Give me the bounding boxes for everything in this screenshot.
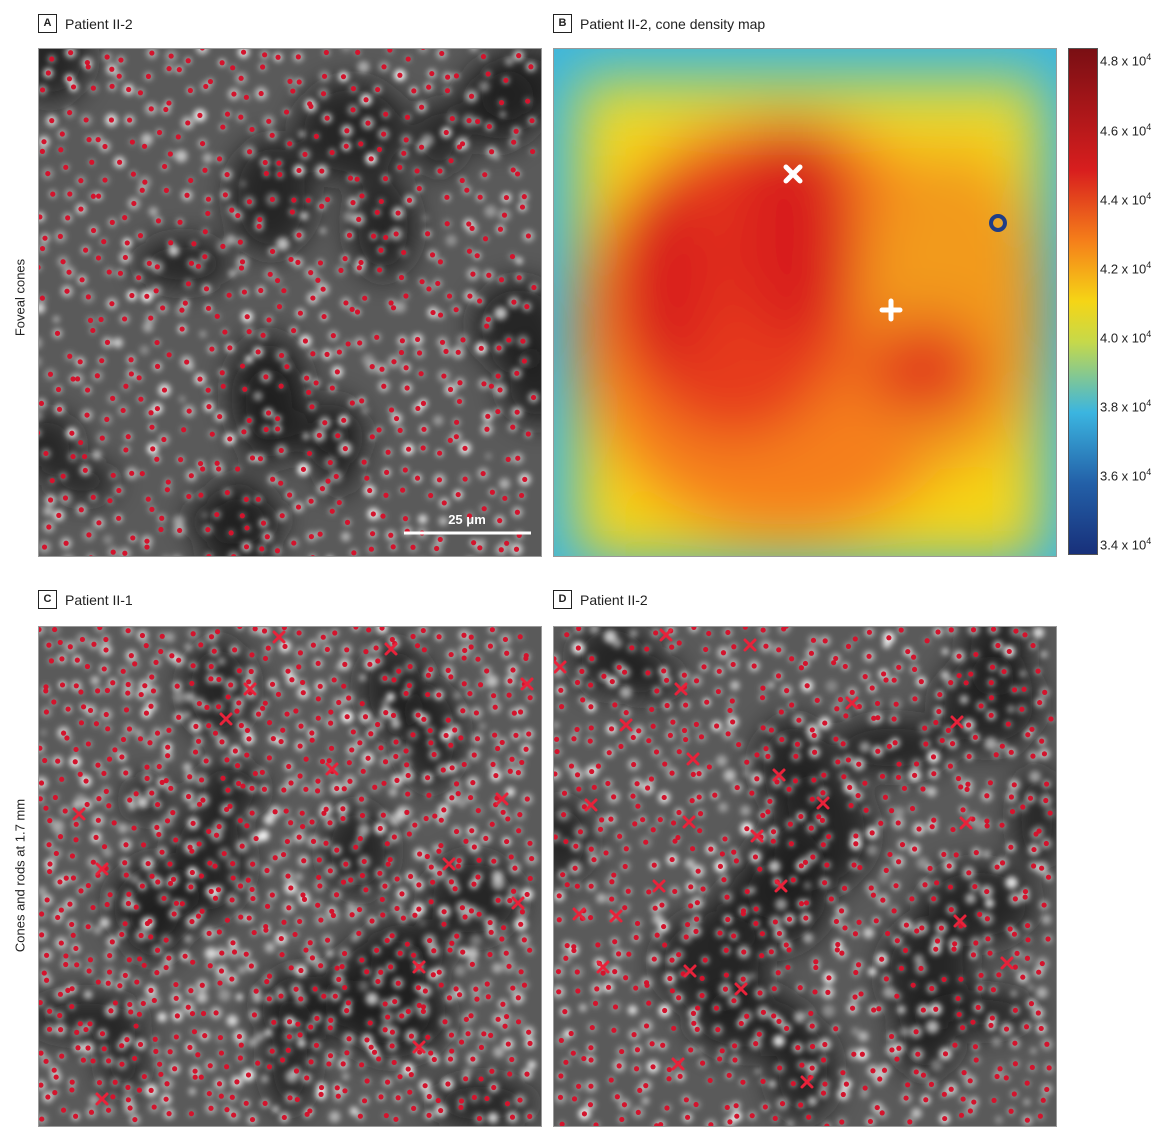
panel-d-title: Patient II-2 [580,591,648,608]
colorbar-tick-2: 4.4 x 104 [1100,191,1152,208]
panel-d-svg [554,627,1056,1126]
colorbar-tick-1: 4.6 x 104 [1100,122,1152,139]
scale-bar-label: 25 μm [448,512,486,527]
panel-b-label: B Patient II-2, cone density map [553,14,765,33]
rod-marker-crosses [554,628,1014,1089]
colorbar-tick-3: 4.2 x 104 [1100,260,1152,277]
panel-c-svg [39,627,541,1126]
panel-a-image: 25 μm [38,48,542,557]
panel-b-svg [554,49,1056,556]
row-label-cones-rods: Cones and rods at 1.7 mm [12,798,28,953]
panel-b-letter: B [553,14,572,33]
cone-marker-dots [39,49,537,556]
panel-d-letter: D [553,590,572,609]
cone-marker-dots [554,627,1054,1126]
panel-d-label: D Patient II-2 [553,590,648,609]
circle-marker [989,214,1007,232]
panel-c-image [38,626,542,1127]
colorbar-tick-4: 4.0 x 104 [1100,329,1152,346]
panel-d-image [553,626,1057,1127]
colorbar [1068,48,1098,555]
panel-b-density-map [553,48,1057,557]
colorbar-gradient [1069,49,1097,554]
scale-bar: 25 μm [404,512,531,535]
panel-b-title: Patient II-2, cone density map [580,15,766,32]
colorbar-tick-7: 3.4 x 104 [1100,536,1152,553]
colorbar-tick-5: 3.8 x 104 [1100,398,1152,415]
panel-a-svg: 25 μm [39,49,541,556]
colorbar-tick-0: 4.8 x 104 [1100,52,1152,69]
cone-marker-dots [39,627,535,1123]
center-plus-marker [879,298,903,322]
rod-marker-crosses [72,630,534,1106]
panel-c-letter: C [38,590,57,609]
row-label-foveal-cones: Foveal cones [12,258,28,337]
density-max-cross-marker [783,164,803,184]
panel-c-title: Patient II-1 [65,591,133,608]
panel-a-letter: A [38,14,57,33]
colorbar-tick-labels: 4.8 x 104 4.6 x 104 4.4 x 104 4.2 x 104 … [1100,48,1166,558]
panel-a-title: Patient II-2 [65,15,133,32]
panel-c-label: C Patient II-1 [38,590,133,609]
colorbar-tick-6: 3.6 x 104 [1100,467,1152,484]
panel-a-label: A Patient II-2 [38,14,133,33]
